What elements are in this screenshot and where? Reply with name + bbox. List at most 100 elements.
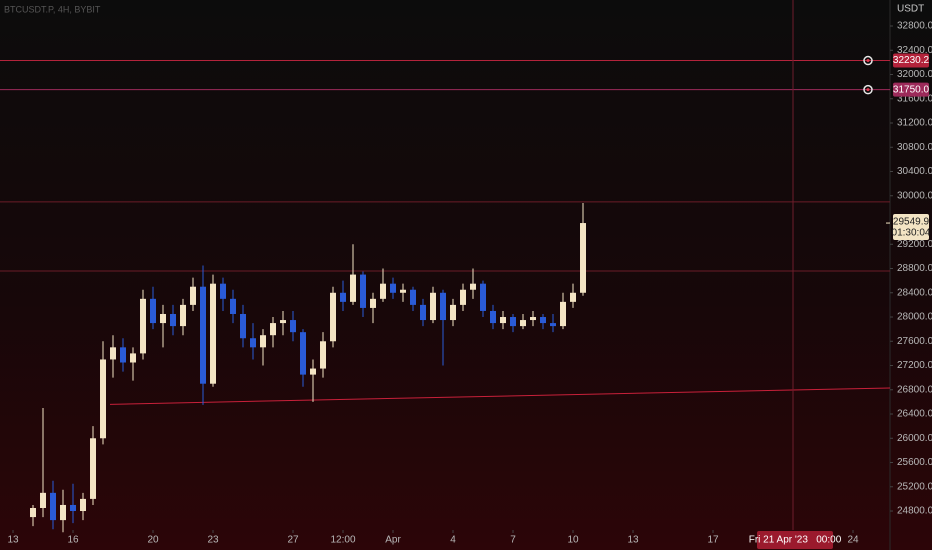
candle-body (520, 320, 526, 327)
x-tick-label: Apr (385, 535, 401, 546)
candle-body (280, 320, 286, 324)
countdown-label: 01:30:04 (892, 228, 931, 239)
candle-body (480, 283, 486, 311)
candle-body (180, 304, 186, 327)
x-tick-label: 23 (207, 535, 219, 546)
candle-body (300, 332, 306, 375)
y-tick-label: 32000.0 (897, 69, 932, 80)
y-tick-label: 28000.0 (897, 312, 932, 323)
y-tick-label: 32800.0 (897, 21, 932, 32)
price-line-label: 32230.2 (893, 55, 930, 66)
alert-icon (863, 55, 873, 66)
candle-body (570, 292, 576, 302)
x-tick-label: 17 (707, 535, 719, 546)
candle-body (540, 317, 546, 324)
x-tick-label: 4 (450, 535, 456, 546)
candle-body (50, 492, 56, 521)
candle-body (500, 317, 506, 324)
candle-body (430, 292, 436, 321)
last-price-label: 29549.9 (893, 217, 930, 228)
candle-body (170, 313, 176, 327)
x-tick-label: 16 (67, 535, 79, 546)
candle-body (530, 317, 536, 321)
y-tick-label: 29200.0 (897, 239, 932, 250)
candle-body (580, 223, 586, 293)
candle-body (450, 304, 456, 321)
candle-body (550, 323, 556, 327)
candle-body (400, 289, 406, 293)
candle-body (150, 298, 156, 324)
x-tick-label: 10 (567, 535, 579, 546)
candle-body (40, 492, 46, 508)
x-tick-label: 24 (847, 535, 859, 546)
x-tick-label: 20 (147, 535, 159, 546)
y-tick-label: 30400.0 (897, 166, 932, 177)
chart-title: BTCUSDT.P, 4H, BYBIT (4, 4, 101, 14)
y-tick-label: 31200.0 (897, 118, 932, 129)
alert-icon (863, 84, 873, 95)
alert-icon-center (866, 59, 870, 63)
candle-body (510, 317, 516, 327)
candle-body (260, 335, 266, 348)
candle-body (230, 298, 236, 314)
candle-body (560, 301, 566, 327)
y-tick-label: 24800.0 (897, 506, 932, 517)
price-line-label: 31750.0 (893, 84, 930, 95)
price-line-label-box (893, 53, 929, 68)
crosshair-label-box (757, 531, 833, 549)
candle-body (320, 341, 326, 369)
candle-body (330, 292, 336, 342)
x-tick-label: 13 (7, 535, 19, 546)
y-tick-label: 26000.0 (897, 433, 932, 444)
candle-body (470, 283, 476, 290)
y-tick-label: 27600.0 (897, 336, 932, 347)
candle-body (390, 283, 396, 293)
y-tick-label: 25600.0 (897, 457, 932, 468)
trendline (109, 387, 891, 405)
x-tick-label: 7 (510, 535, 516, 546)
candle-body (140, 298, 146, 354)
y-tick-label: 28800.0 (897, 263, 932, 274)
y-tick-label: 26800.0 (897, 384, 932, 395)
candle-body (100, 359, 106, 439)
candle-body (350, 274, 356, 302)
candle-body (240, 313, 246, 339)
y-tick-label: 31600.0 (897, 93, 932, 104)
candle-body (410, 289, 416, 305)
candle-body (270, 323, 276, 336)
candle-body (440, 292, 446, 321)
candle-body (420, 304, 426, 321)
candle-body (30, 507, 36, 518)
y-tick-label: 30800.0 (897, 142, 932, 153)
x-tick-label: 27 (287, 535, 299, 546)
candle-body (250, 338, 256, 348)
candle-body (290, 320, 296, 333)
candle-body (60, 504, 66, 521)
candle-body (310, 368, 316, 375)
candle-body (360, 274, 366, 308)
candle-body (80, 498, 86, 512)
candle-body (160, 313, 166, 324)
x-tick-label: 13 (627, 535, 639, 546)
price-line-label-box (893, 82, 929, 97)
candle-body (190, 286, 196, 305)
y-tick-label: 28400.0 (897, 287, 932, 298)
y-tick-label: 32400.0 (897, 45, 932, 56)
candle-body (200, 286, 206, 384)
candle-body (490, 310, 496, 324)
candle-body (130, 353, 136, 363)
candle-body (380, 283, 386, 299)
candle-body (220, 283, 226, 299)
x-tick-label: 12:00 (330, 535, 355, 546)
y-tick-label: 26400.0 (897, 409, 932, 420)
candle-body (70, 504, 76, 512)
candle-body (120, 347, 126, 363)
candle-body (90, 438, 96, 499)
y-tick-label: 30000.0 (897, 190, 932, 201)
last-price-box (893, 214, 929, 241)
candle-body (110, 347, 116, 360)
candle-body (460, 289, 466, 305)
candle-body (210, 283, 216, 384)
